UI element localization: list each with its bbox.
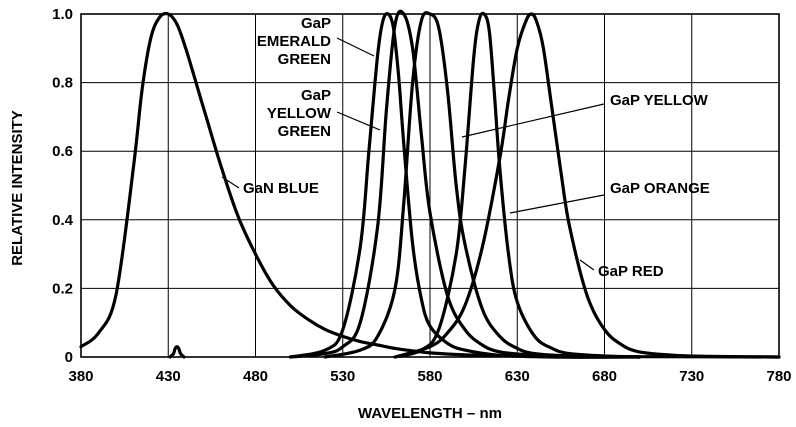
y-tick-label: 0.2 — [52, 280, 73, 297]
leader-line — [580, 260, 594, 270]
leader-line — [510, 195, 604, 213]
x-tick-labels: 380 430 480 530 580 630 680 730 780 — [68, 368, 791, 385]
x-tick-label: 730 — [679, 368, 704, 385]
x-axis-title: WAVELENGTH – nm — [358, 405, 502, 422]
series-minor-peak — [170, 347, 184, 357]
y-axis-title: RELATIVE INTENSITY — [9, 110, 26, 266]
x-tick-label: 480 — [243, 368, 268, 385]
y-tick-label: 0.6 — [52, 143, 73, 160]
leader-line — [222, 177, 239, 188]
label-gan-blue: GaN BLUE — [243, 180, 319, 197]
leader-line — [462, 104, 604, 137]
x-tick-label: 630 — [505, 368, 530, 385]
y-tick-label: 0 — [65, 349, 73, 366]
x-tick-label: 430 — [156, 368, 181, 385]
x-tick-label: 780 — [766, 368, 791, 385]
label-gap-yellow-green: GaP YELLOW GREEN — [267, 87, 332, 140]
x-tick-label: 380 — [68, 368, 93, 385]
series-gap-red — [395, 14, 779, 357]
y-tick-label: 0.8 — [52, 75, 73, 92]
y-tick-label: 1.0 — [52, 6, 73, 23]
y-tick-labels: 0 0.2 0.4 0.6 0.8 1.0 — [52, 6, 74, 366]
label-gap-red: GaP RED — [598, 263, 664, 280]
x-tick-label: 530 — [330, 368, 355, 385]
y-tick-label: 0.4 — [52, 212, 74, 229]
x-tick-label: 680 — [592, 368, 617, 385]
x-tick-label: 580 — [417, 368, 442, 385]
label-gap-orange: GaP ORANGE — [610, 180, 710, 197]
label-gap-emerald-green: GaP EMERALD GREEN — [257, 15, 331, 68]
label-gap-yellow: GaP YELLOW — [610, 92, 709, 109]
